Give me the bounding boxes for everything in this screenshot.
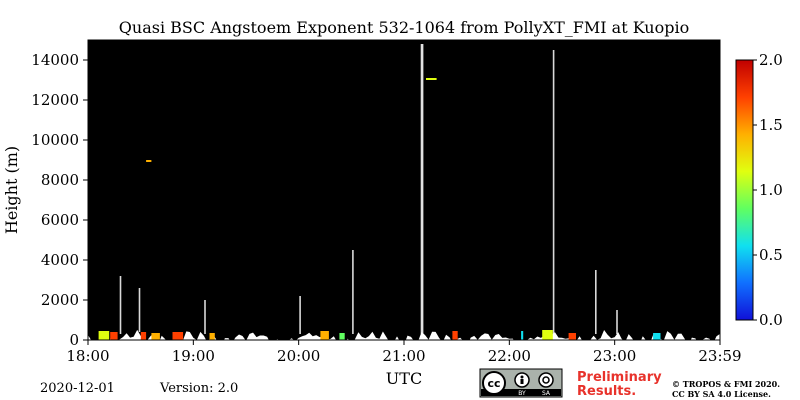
colorbar: 0.0 0.5 1.0 1.5 2.0: [735, 51, 783, 329]
y-tick-label: 12000: [31, 91, 79, 109]
x-tick-label: 21:00: [382, 347, 425, 365]
y-tick-label: 4000: [41, 251, 79, 269]
retrieval-cell: [320, 331, 329, 340]
by-icon-head: [520, 375, 524, 379]
x-axis-label: UTC: [386, 369, 422, 388]
x-tick-label: 20:00: [277, 347, 320, 365]
y-tick-label: 0: [69, 331, 79, 349]
y-tick-label: 8000: [41, 171, 79, 189]
retrieval-cell: [653, 333, 661, 340]
sa-text: SA: [542, 390, 551, 397]
x-tick-label: 23:00: [593, 347, 636, 365]
signal-streak: [352, 250, 354, 334]
cc-icon: [482, 371, 506, 395]
chart-title: Quasi BSC Angstoem Exponent 532-1064 fro…: [119, 18, 689, 37]
retrieval-cell: [568, 333, 576, 340]
x-tick-label: 18:00: [66, 347, 109, 365]
colorbar-ticks: 0.0 0.5 1.0 1.5 2.0: [753, 51, 783, 329]
by-text: BY: [518, 390, 526, 397]
signal-streak: [595, 270, 597, 334]
colorbar-tick-label: 1.5: [759, 116, 783, 134]
footer: 2020-12-01 Version: 2.0 cc BY SA Prelimi…: [40, 368, 780, 399]
signal-streak: [204, 300, 206, 334]
y-tick-label: 10000: [31, 131, 79, 149]
x-tick-label: 23:59: [698, 347, 741, 365]
retrieval-cell: [426, 78, 437, 80]
plot-area: [87, 39, 721, 347]
x-tick-label: 22:00: [488, 347, 531, 365]
retrieval-cell: [209, 333, 215, 340]
colorbar-gradient: [735, 59, 754, 321]
y-tick-label: 6000: [41, 211, 79, 229]
y-tick-label: 2000: [41, 291, 79, 309]
retrieval-cell: [146, 160, 152, 162]
y-tick-label: 14000: [31, 51, 79, 69]
sa-icon-arc: [542, 376, 550, 384]
badge-strip: [481, 389, 561, 396]
x-axis: 18:00 19:00 20:00 21:00 22:00 23:00 23:59: [66, 340, 742, 365]
data-marks: [98, 78, 661, 340]
date-label: 2020-12-01: [40, 381, 115, 396]
y-axis-label: Height (m): [2, 146, 21, 234]
retrieval-cell: [140, 332, 147, 340]
retrieval-cell: [98, 331, 110, 340]
colorbar-tick-label: 2.0: [759, 51, 783, 69]
preliminary-label-line1: Preliminary: [577, 370, 662, 385]
y-axis: 0 2000 4000 6000 8000 10000 12000 14000: [31, 51, 88, 349]
preliminary-label-line2: Results.: [577, 384, 636, 399]
retrieval-cell: [172, 332, 184, 340]
cc-license-badge: cc BY SA: [479, 368, 563, 398]
signal-streak: [616, 310, 618, 334]
signal-streak: [119, 276, 122, 334]
retrieval-cell: [110, 332, 118, 340]
cc-icon-text: cc: [487, 377, 500, 390]
colorbar-tick-label: 1.0: [759, 181, 783, 199]
colorbar-tick-label: 0.0: [759, 311, 783, 329]
x-tick-label: 19:00: [172, 347, 215, 365]
sa-icon: [538, 372, 554, 388]
signal-streak: [299, 296, 301, 334]
by-icon-body: [520, 379, 524, 384]
retrieval-cell: [521, 331, 524, 340]
copyright-line1: © TROPOS & FMI 2020.: [672, 379, 780, 389]
version-label: Version: 2.0: [159, 381, 238, 396]
signal-streak: [138, 288, 141, 332]
signal-streak: [420, 44, 423, 334]
colorbar-tick-label: 0.5: [759, 246, 783, 264]
retrieval-cell: [542, 330, 553, 340]
retrieval-cell: [452, 331, 458, 340]
copyright-line2: CC BY SA 4.0 License.: [672, 389, 771, 399]
signal-streak: [421, 44, 424, 334]
retrieval-cell: [339, 333, 345, 340]
retrieval-cell: [151, 333, 160, 340]
plot-background: [88, 40, 720, 340]
signal-streak: [552, 50, 555, 334]
